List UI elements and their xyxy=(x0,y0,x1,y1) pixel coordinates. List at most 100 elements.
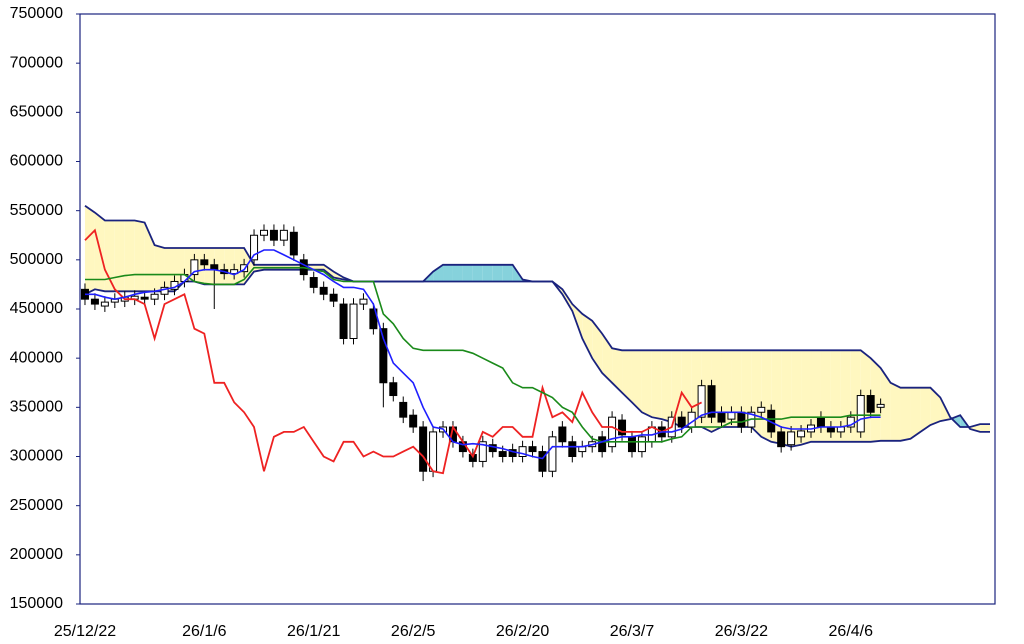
candle-body xyxy=(548,436,557,472)
cloud-segment xyxy=(224,248,235,285)
y-tick-label: 200000 xyxy=(10,546,63,563)
cloud-segment xyxy=(194,248,205,285)
cloud-segment xyxy=(492,264,503,282)
candle-body xyxy=(339,303,348,340)
candle-body xyxy=(787,431,796,446)
senkou-span-b xyxy=(84,205,990,428)
cloud-segment xyxy=(472,264,483,282)
candle-body xyxy=(757,406,766,413)
plot-frame xyxy=(79,13,996,605)
cloud-segment xyxy=(641,350,652,418)
candle-body xyxy=(399,401,408,418)
marks-layer xyxy=(80,205,990,482)
candle-body xyxy=(230,269,239,275)
candle-body xyxy=(259,229,268,236)
candle-body xyxy=(279,229,288,241)
candle-body xyxy=(389,382,398,397)
candle-body xyxy=(856,395,865,433)
candle-body xyxy=(627,436,636,453)
cloud-segment xyxy=(502,264,513,282)
candle-body xyxy=(866,395,875,413)
candle-body xyxy=(409,414,418,428)
cloud-segment xyxy=(900,387,911,441)
cloud-segment xyxy=(443,264,453,282)
y-tick-label: 450000 xyxy=(10,300,63,317)
candle-body xyxy=(349,303,358,340)
y-tick-label: 750000 xyxy=(10,5,63,22)
y-tick-label: 550000 xyxy=(10,202,63,219)
candle-body xyxy=(518,446,527,457)
cloud-segment xyxy=(433,264,444,282)
y-tick-label: 250000 xyxy=(10,497,63,514)
cloud-segment xyxy=(612,348,623,393)
candle-body xyxy=(737,411,746,428)
conversion-line xyxy=(85,249,881,460)
cloud-segment xyxy=(164,248,175,292)
cloud-segment xyxy=(592,320,603,373)
cloud-segment xyxy=(741,350,752,427)
candle-body xyxy=(329,293,338,302)
candle-body xyxy=(289,231,298,256)
y-tick-label: 700000 xyxy=(10,54,63,71)
cloud-segment xyxy=(731,350,742,427)
candle-body xyxy=(250,234,259,261)
cloud-segment xyxy=(890,382,901,441)
candle-body xyxy=(419,426,428,472)
cloud-segment xyxy=(134,220,145,292)
candle-body xyxy=(558,426,567,443)
x-tick-label: 25/12/22 xyxy=(54,623,116,640)
cloud-segment xyxy=(323,264,334,278)
candle-body xyxy=(200,259,209,266)
cloud-segment xyxy=(721,350,732,427)
candle-body xyxy=(100,301,109,307)
candle-body xyxy=(240,264,249,273)
candle-body xyxy=(269,229,278,241)
candle-body xyxy=(379,328,388,384)
cloud-segment xyxy=(214,248,225,285)
candle-body xyxy=(816,416,825,428)
candle-body xyxy=(429,431,438,472)
candle-body xyxy=(697,385,706,418)
y-tick-label: 600000 xyxy=(10,153,63,170)
candle-body xyxy=(707,385,716,418)
cloud-segment xyxy=(452,264,463,282)
y-tick-label: 300000 xyxy=(10,448,63,465)
candle-body xyxy=(637,436,646,453)
cloud-segment xyxy=(154,245,165,292)
cloud-segment xyxy=(114,220,125,292)
cloud-segment xyxy=(631,350,642,413)
cloud-segment xyxy=(84,205,95,295)
candle-body xyxy=(359,298,368,305)
y-tick-label: 400000 xyxy=(10,349,63,366)
candle-body xyxy=(190,259,199,276)
cloud-segment xyxy=(582,313,593,359)
x-tick-label: 26/4/6 xyxy=(829,623,874,640)
candle-body xyxy=(717,411,726,423)
cloud-segment xyxy=(781,350,792,447)
cloud-segment xyxy=(880,368,891,441)
cloud-segment xyxy=(910,387,921,439)
cloud-segment xyxy=(671,350,682,427)
candle-body xyxy=(777,431,786,448)
x-tick-label: 26/3/7 xyxy=(610,623,655,640)
cloud-segment xyxy=(681,350,692,427)
x-tick-label: 26/1/6 xyxy=(182,623,227,640)
candle-body xyxy=(478,441,487,462)
candle-body xyxy=(140,296,149,300)
candle-body xyxy=(498,451,507,458)
base-line xyxy=(85,266,881,443)
cloud-segment xyxy=(622,350,632,403)
cloud-segment xyxy=(651,350,662,420)
cloud-segment xyxy=(124,220,135,292)
cloud-segment xyxy=(482,264,493,282)
y-tick-label: 150000 xyxy=(10,595,63,612)
cloud-segment xyxy=(661,350,672,423)
candle-body xyxy=(727,411,736,420)
cloud-segment xyxy=(791,350,802,447)
candle-body xyxy=(797,430,806,438)
cloud-segment xyxy=(870,358,881,442)
y-tick-label: 500000 xyxy=(10,251,63,268)
candle-body xyxy=(608,416,617,448)
cloud-segment xyxy=(801,350,812,445)
